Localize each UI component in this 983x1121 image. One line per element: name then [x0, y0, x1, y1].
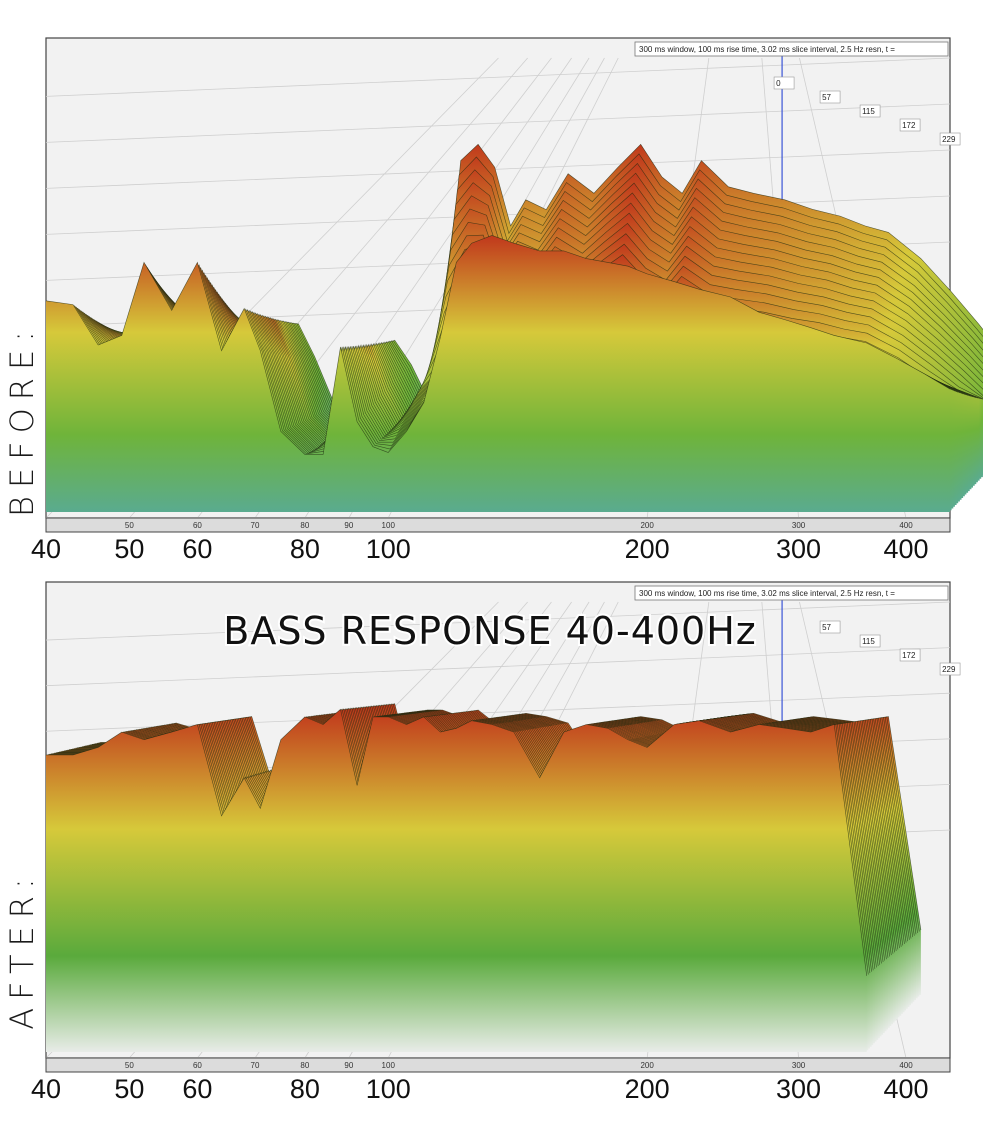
svg-text:0: 0: [776, 79, 781, 88]
slice-line: [46, 708, 867, 976]
small-tick-label: 400: [899, 1061, 913, 1070]
small-tick-label: 80: [300, 521, 309, 530]
big-tick-label: 50: [114, 1074, 144, 1104]
info-text: 300 ms window, 100 ms rise time, 3.02 ms…: [639, 589, 895, 598]
big-tick-label: 80: [290, 534, 320, 560]
small-tick-label: 300: [792, 521, 806, 530]
chart-headline: BASS RESPONSE 40-400Hz: [223, 609, 757, 653]
time-tick: 0: [773, 76, 795, 90]
small-tick-label: 70: [251, 1061, 260, 1070]
big-tick-label: 100: [366, 1074, 411, 1104]
small-tick-label: 80: [300, 1061, 309, 1070]
time-tick: 115: [859, 634, 881, 648]
small-tick-label: 90: [344, 521, 353, 530]
small-tick-label: 300: [792, 1061, 806, 1070]
svg-text:229: 229: [942, 135, 956, 144]
big-tick-label: 300: [776, 534, 821, 560]
big-tick-label: 200: [625, 534, 670, 560]
small-tick-label: 200: [640, 521, 654, 530]
time-tick: 229: [939, 662, 961, 676]
big-tick-label: 400: [883, 534, 928, 560]
time-tick: 172: [899, 648, 921, 662]
slice-fill: [46, 235, 950, 512]
big-tick-label: 80: [290, 1074, 320, 1104]
svg-text:57: 57: [822, 93, 831, 102]
time-tick: 115: [859, 104, 881, 118]
small-tick-label: 50: [125, 1061, 134, 1070]
big-tick-label: 300: [776, 1074, 821, 1104]
small-tick-label: 200: [640, 1061, 654, 1070]
svg-text:172: 172: [902, 121, 916, 130]
x-axis-strip: [45, 1057, 951, 1073]
x-axis-strip: [45, 517, 951, 533]
before-waterfall-chart: 300 ms window, 100 ms rise time, 3.02 ms…: [31, 37, 983, 560]
small-tick-label: 100: [382, 521, 396, 530]
svg-text:57: 57: [822, 623, 831, 632]
waterfall-surface: [45, 143, 983, 512]
time-tick: 172: [899, 118, 921, 132]
info-text: 300 ms window, 100 ms rise time, 3.02 ms…: [639, 45, 895, 54]
big-tick-label: 400: [883, 1074, 928, 1104]
svg-text:229: 229: [942, 665, 956, 674]
waterfall-surface: [46, 703, 922, 1052]
big-tick-label: 50: [114, 534, 144, 560]
before-chart-panel: 300 ms window, 100 ms rise time, 3.02 ms…: [0, 0, 983, 560]
small-tick-label: 60: [193, 1061, 202, 1070]
big-tick-label: 60: [182, 1074, 212, 1104]
slice-fill: [46, 709, 867, 1052]
big-tick-label: 40: [31, 534, 61, 560]
big-tick-label: 100: [366, 534, 411, 560]
small-tick-label: 100: [382, 1061, 396, 1070]
after-waterfall-chart: 300 ms window, 100 ms rise time, 3.02 ms…: [31, 581, 961, 1104]
info-box: 300 ms window, 100 ms rise time, 3.02 ms…: [634, 41, 949, 57]
after-chart-panel: 300 ms window, 100 ms rise time, 3.02 ms…: [0, 560, 983, 1121]
info-box: 300 ms window, 100 ms rise time, 3.02 ms…: [634, 585, 949, 601]
svg-text:172: 172: [902, 651, 916, 660]
big-tick-label: 200: [625, 1074, 670, 1104]
time-tick: 229: [939, 132, 961, 146]
small-tick-label: 60: [193, 521, 202, 530]
time-tick: 57: [819, 90, 841, 104]
big-tick-label: 40: [31, 1074, 61, 1104]
small-tick-label: 70: [251, 521, 260, 530]
slice-line: [45, 235, 951, 455]
small-tick-label: 400: [899, 521, 913, 530]
small-tick-label: 90: [344, 1061, 353, 1070]
time-tick: 57: [819, 620, 841, 634]
small-tick-label: 50: [125, 521, 134, 530]
svg-text:115: 115: [862, 637, 875, 646]
svg-text:115: 115: [862, 107, 875, 116]
big-tick-label: 60: [182, 534, 212, 560]
